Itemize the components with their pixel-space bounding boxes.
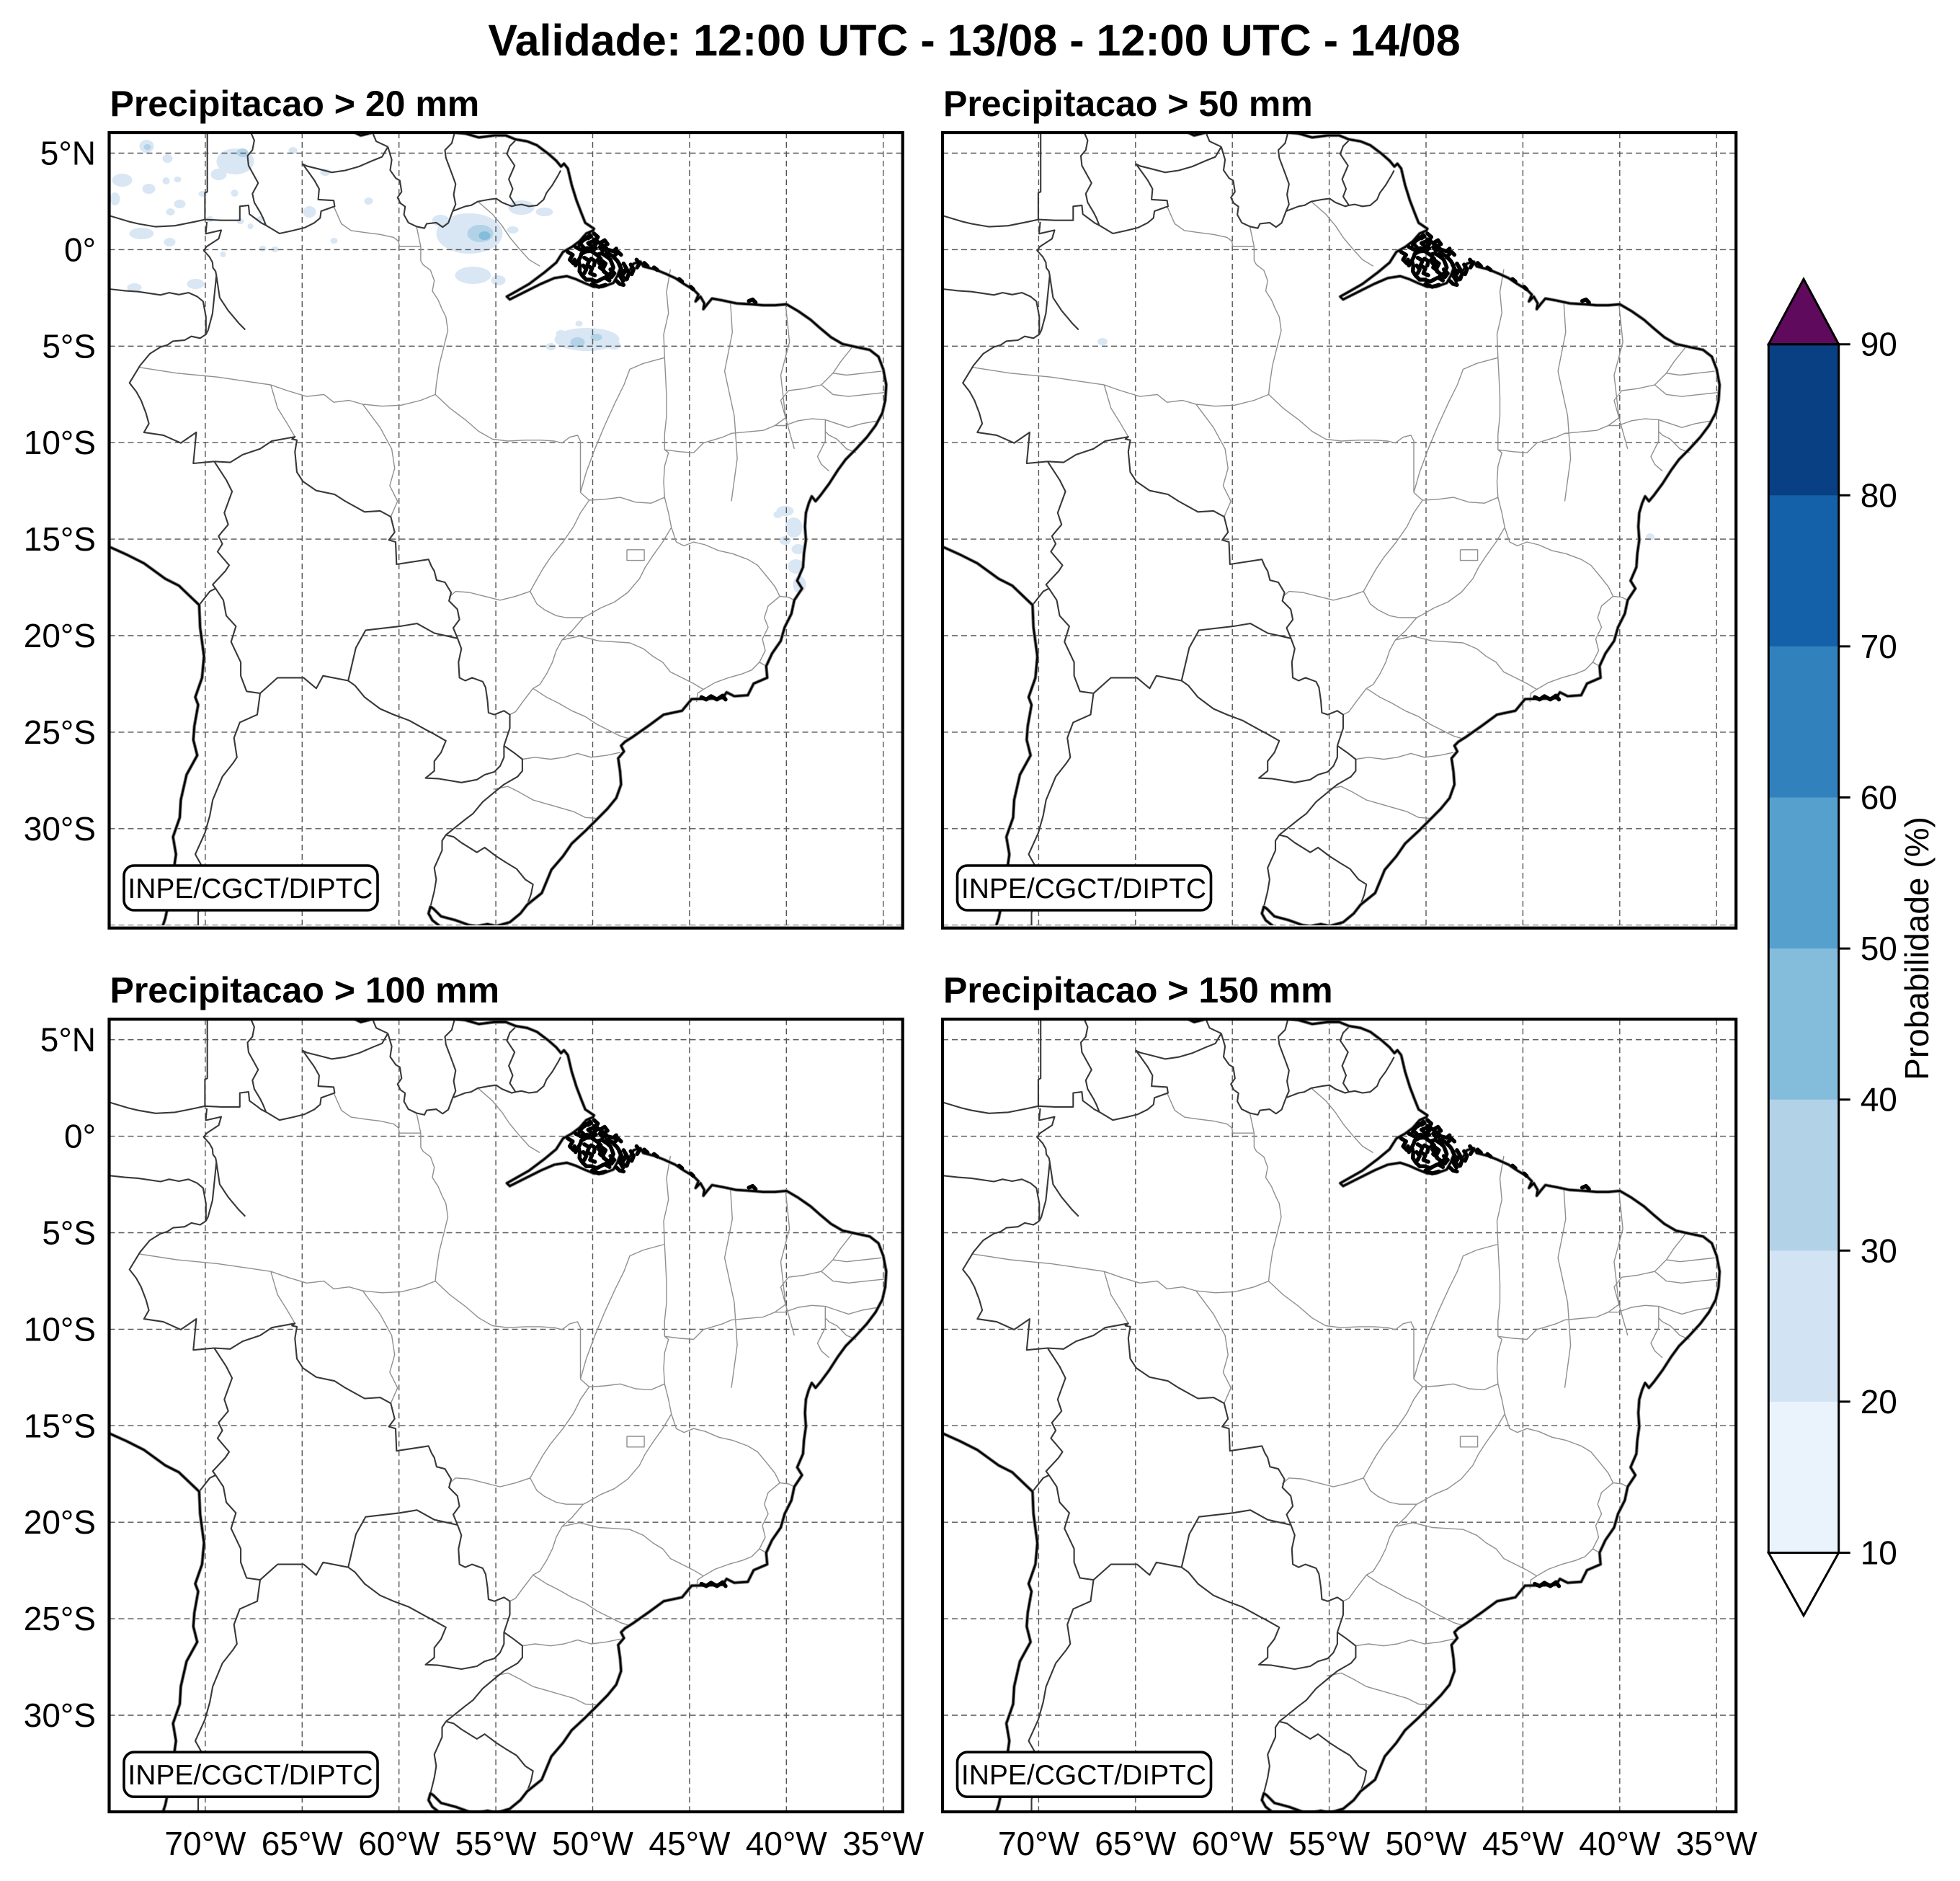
svg-text:40: 40 <box>1861 1081 1897 1119</box>
svg-text:20°S: 20°S <box>24 617 96 654</box>
svg-text:25°S: 25°S <box>24 1600 96 1637</box>
svg-text:70: 70 <box>1861 628 1897 665</box>
svg-text:10°S: 10°S <box>24 424 96 461</box>
svg-text:45°W: 45°W <box>649 1825 731 1862</box>
svg-text:Precipitacao > 100 mm: Precipitacao > 100 mm <box>110 970 500 1010</box>
svg-text:90: 90 <box>1861 326 1897 363</box>
svg-text:5°S: 5°S <box>42 327 96 365</box>
svg-text:30°S: 30°S <box>24 810 96 848</box>
svg-text:0°: 0° <box>64 231 96 268</box>
svg-text:35°W: 35°W <box>842 1825 925 1862</box>
svg-text:20°S: 20°S <box>24 1503 96 1541</box>
svg-text:25°S: 25°S <box>24 713 96 751</box>
svg-text:70°W: 70°W <box>998 1825 1080 1862</box>
svg-text:40°W: 40°W <box>746 1825 828 1862</box>
svg-text:Precipitacao > 50 mm: Precipitacao > 50 mm <box>943 84 1313 124</box>
svg-text:60°W: 60°W <box>1192 1825 1274 1862</box>
svg-text:Validade: 12:00 UTC - 13/08 -: Validade: 12:00 UTC - 13/08 - 12:00 UTC … <box>488 16 1460 65</box>
svg-text:15°S: 15°S <box>24 520 96 558</box>
svg-text:5°N: 5°N <box>40 135 96 172</box>
svg-text:Probabilidade (%): Probabilidade (%) <box>1898 817 1936 1080</box>
svg-text:0°: 0° <box>64 1118 96 1155</box>
svg-text:10°S: 10°S <box>24 1310 96 1348</box>
svg-text:30°S: 30°S <box>24 1697 96 1734</box>
svg-text:40°W: 40°W <box>1579 1825 1661 1862</box>
svg-text:60°W: 60°W <box>358 1825 440 1862</box>
svg-text:5°S: 5°S <box>42 1214 96 1252</box>
svg-text:65°W: 65°W <box>262 1825 344 1862</box>
svg-text:30: 30 <box>1861 1232 1897 1269</box>
svg-text:50: 50 <box>1861 930 1897 967</box>
svg-text:Precipitacao > 20 mm: Precipitacao > 20 mm <box>110 84 480 124</box>
svg-text:50°W: 50°W <box>552 1825 634 1862</box>
svg-text:80: 80 <box>1861 476 1897 514</box>
svg-text:20: 20 <box>1861 1383 1897 1420</box>
svg-text:65°W: 65°W <box>1095 1825 1177 1862</box>
svg-text:45°W: 45°W <box>1482 1825 1564 1862</box>
svg-text:15°S: 15°S <box>24 1407 96 1444</box>
svg-text:5°N: 5°N <box>40 1021 96 1059</box>
svg-text:10: 10 <box>1861 1534 1897 1572</box>
svg-text:50°W: 50°W <box>1386 1825 1468 1862</box>
svg-text:55°W: 55°W <box>1288 1825 1371 1862</box>
svg-text:Precipitacao > 150 mm: Precipitacao > 150 mm <box>943 970 1333 1010</box>
svg-text:70°W: 70°W <box>164 1825 246 1862</box>
svg-text:55°W: 55°W <box>455 1825 538 1862</box>
svg-text:60: 60 <box>1861 779 1897 817</box>
svg-text:35°W: 35°W <box>1676 1825 1758 1862</box>
